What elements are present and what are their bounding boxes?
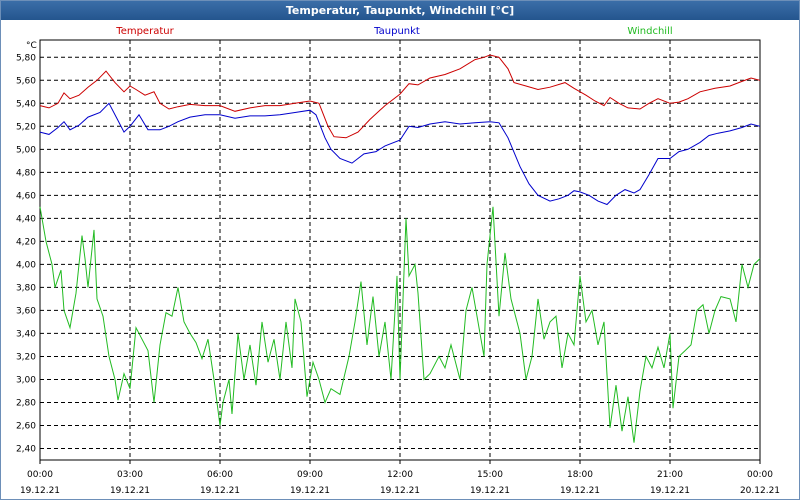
x-tick-date: 19.12.21 — [380, 486, 420, 496]
grid — [40, 40, 760, 460]
y-tick-label: 2,40 — [16, 444, 36, 454]
x-tick-date: 19.12.21 — [20, 486, 60, 496]
y-tick-label: 4,00 — [16, 260, 36, 270]
x-tick-time: 15:00 — [477, 470, 503, 480]
window-title: Temperatur, Taupunkt, Windchill [°C] — [1, 1, 799, 20]
y-tick-label: 4,40 — [16, 214, 36, 224]
x-tick-date: 19.12.21 — [290, 486, 330, 496]
series-line-temperatur — [39, 54, 761, 139]
x-tick-time: 03:00 — [117, 470, 143, 480]
y-tick-label: 4,20 — [16, 237, 36, 247]
y-tick-label: 2,80 — [16, 398, 36, 408]
y-tick-label: 2,60 — [16, 421, 36, 431]
series-line-windchill — [39, 206, 761, 443]
x-tick-date: 19.12.21 — [650, 486, 690, 496]
series-line-taupunkt — [39, 102, 761, 206]
x-tick-date: 19.12.21 — [470, 486, 510, 496]
y-tick-label: 4,60 — [16, 191, 36, 201]
x-tick-time: 12:00 — [387, 470, 413, 480]
y-tick-label: 4,80 — [16, 168, 36, 178]
legend-entry-taupunkt: Taupunkt — [373, 26, 420, 37]
legend-entry-windchill: Windchill — [627, 26, 672, 37]
x-axis: 00:00 19.12.21 03:00 19.12.21 06:00 19.12.21 0… — [20, 460, 780, 496]
x-tick-time: 00:00 — [747, 470, 773, 480]
x-tick-time: 00:00 — [27, 470, 53, 480]
y-tick-label: 3,40 — [16, 329, 36, 339]
legend: Temperatur Taupunkt Windchill — [115, 26, 672, 37]
x-tick-date: 19.12.21 — [110, 486, 150, 496]
y-axis: 2,40 2,60 2,80 3,00 3,20 3,40 3,60 3,80 4,00 4,20… — [16, 53, 36, 454]
y-tick-label: 3,00 — [16, 375, 36, 385]
y-tick-label: 3,60 — [16, 306, 36, 316]
x-tick-time: 21:00 — [657, 470, 683, 480]
y-tick-label: 3,80 — [16, 283, 36, 293]
x-tick-time: 09:00 — [297, 470, 323, 480]
legend-entry-temperatur: Temperatur — [115, 26, 174, 37]
unit-label: °C — [26, 41, 37, 51]
y-tick-label: 5,60 — [16, 76, 36, 86]
x-tick-date: 19.12.21 — [200, 486, 240, 496]
y-tick-label: 5,20 — [16, 122, 36, 132]
y-tick-label: 5,80 — [16, 53, 36, 63]
x-tick-date: 20.12.21 — [740, 486, 780, 496]
x-tick-date: 19.12.21 — [560, 486, 600, 496]
series-group — [39, 54, 761, 443]
x-tick-time: 06:00 — [207, 470, 233, 480]
y-tick-label: 5,40 — [16, 99, 36, 109]
y-tick-label: 3,20 — [16, 352, 36, 362]
y-tick-label: 5,00 — [16, 145, 36, 155]
x-tick-time: 18:00 — [567, 470, 593, 480]
